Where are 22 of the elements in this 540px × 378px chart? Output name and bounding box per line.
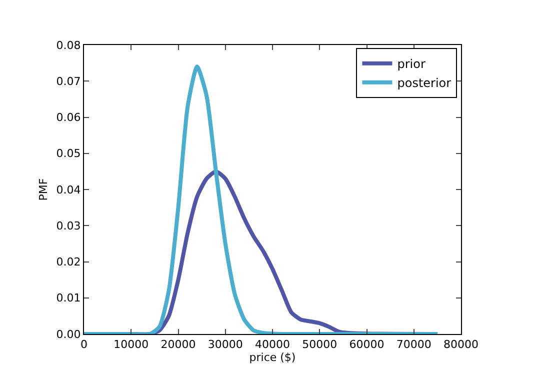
x-tick-label: 20000 — [160, 338, 196, 352]
x-tick-label: 70000 — [396, 338, 432, 352]
x-tick-label: 50000 — [302, 338, 338, 352]
y-tick-label: 0.01 — [56, 292, 81, 305]
y-axis-title: PMF — [36, 178, 50, 201]
y-tick-label: 0.05 — [56, 147, 81, 160]
x-tick-label: 30000 — [208, 338, 243, 352]
y-tick-label: 0.04 — [56, 183, 81, 196]
y-tick-label: 0.03 — [56, 219, 81, 232]
y-tick-label: 0.00 — [56, 328, 81, 341]
x-tick-label: 10000 — [114, 338, 149, 352]
y-tick-label: 0.08 — [56, 38, 81, 52]
y-tick-label: 0.02 — [56, 256, 81, 269]
y-tick-label: 0.07 — [56, 74, 81, 88]
x-tick-label: 80000 — [444, 338, 478, 352]
x-tick-label: 0 — [80, 338, 88, 352]
legend-label: posterior — [397, 76, 452, 90]
x-tick-label: 40000 — [255, 338, 290, 352]
x-axis-title: price ($) — [249, 351, 296, 364]
x-tick-label: 60000 — [349, 338, 384, 352]
legend-label: prior — [397, 57, 426, 72]
y-tick-label: 0.06 — [56, 111, 81, 124]
